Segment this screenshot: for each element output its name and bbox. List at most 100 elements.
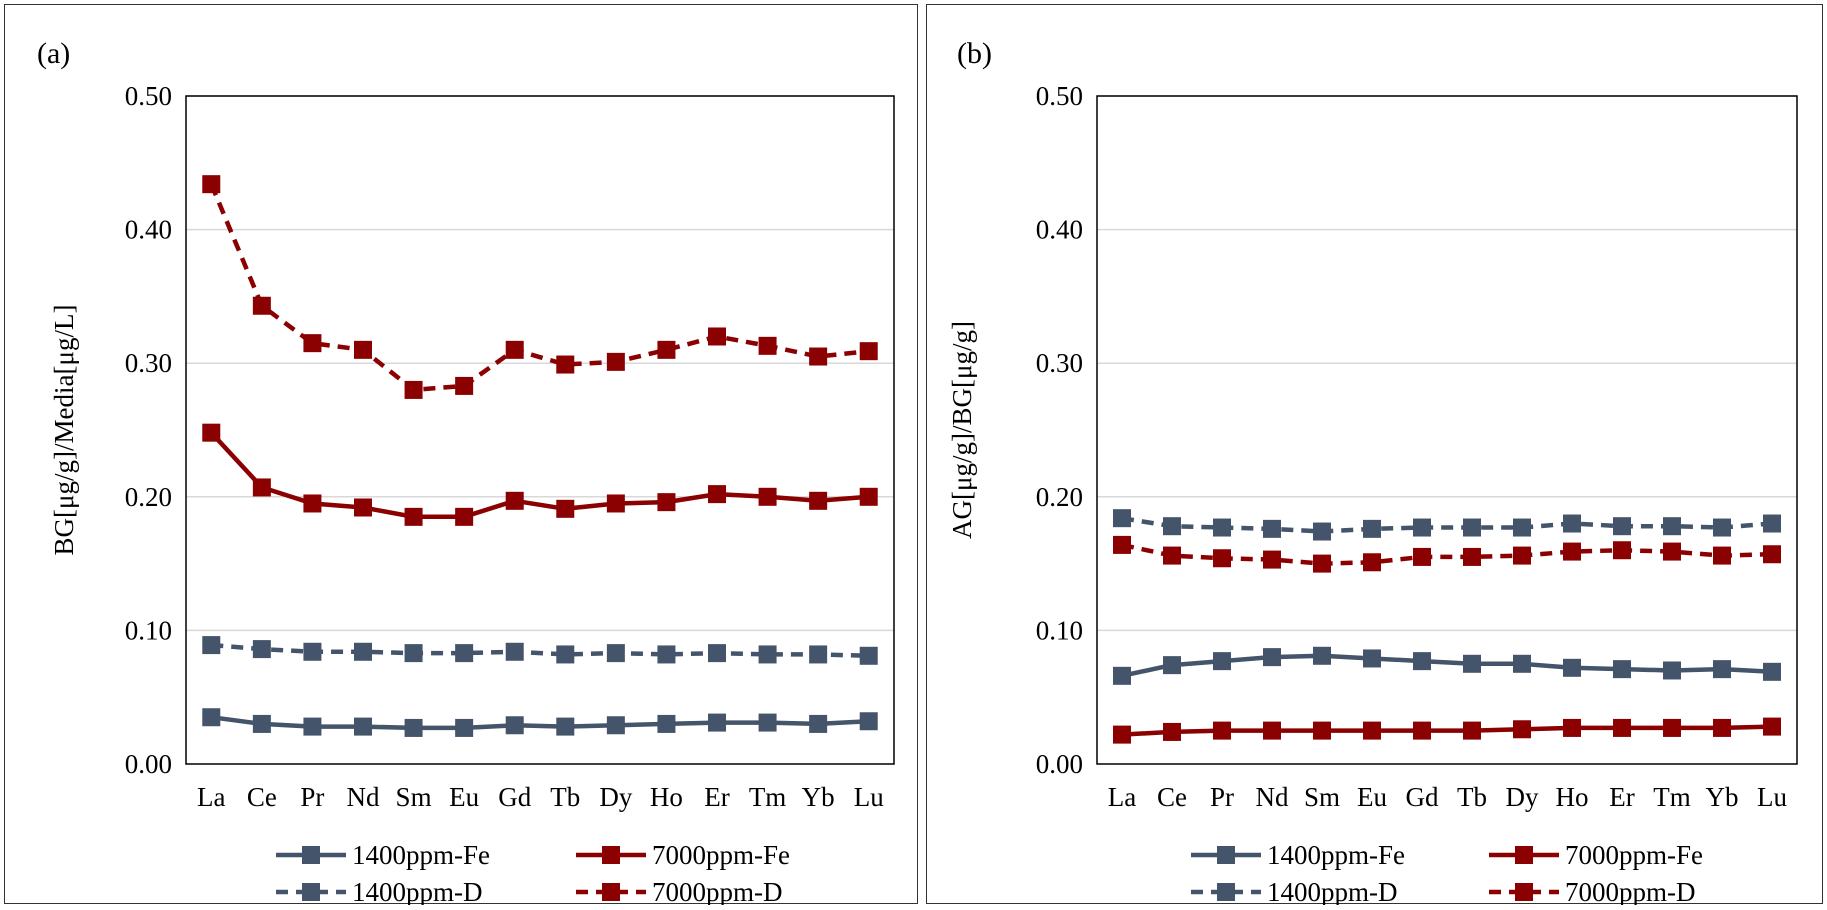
- y-axis-label: AG[μg/g]/BG[μg/g]: [947, 321, 977, 539]
- data-point-marker: [859, 646, 878, 665]
- data-point-marker: [1213, 518, 1231, 537]
- x-tick-label: Sm: [396, 782, 432, 812]
- data-point-marker: [1663, 517, 1681, 536]
- x-tick-label: Pr: [1210, 782, 1234, 812]
- data-point-marker: [708, 713, 726, 732]
- data-point-marker: [1113, 666, 1131, 685]
- data-point-marker: [809, 714, 828, 733]
- data-point-marker: [252, 478, 271, 497]
- data-point-marker: [455, 718, 474, 737]
- data-point-marker: [1763, 545, 1781, 564]
- data-point-marker: [1363, 553, 1381, 572]
- panel-label: (a): [37, 37, 70, 70]
- data-point-marker: [404, 644, 423, 663]
- data-point-marker: [354, 642, 372, 661]
- x-tick-label: Dy: [599, 782, 632, 812]
- data-point-marker: [556, 355, 575, 374]
- legend-label: 1400ppm-Fe: [1267, 840, 1405, 870]
- x-tick-label: Tb: [1457, 782, 1487, 812]
- data-point-marker: [1163, 517, 1181, 536]
- chart-panel-a: (a) 0.00 0.10 0.20 0.30 0.40 0.50 BG[μg/g]/Medi…: [4, 4, 918, 905]
- data-point-marker: [455, 644, 474, 663]
- x-tick-label: Tm: [749, 782, 787, 812]
- legend-label: 7000ppm-Fe: [1565, 840, 1703, 870]
- chart-panel-b: (b) 0.00 0.10 0.20 0.30 0.40 0.50 AG[μg/g]/BG[μ…: [926, 4, 1823, 905]
- data-point-marker: [1313, 721, 1331, 740]
- x-tick-label: Eu: [1357, 782, 1387, 812]
- data-point-marker: [657, 340, 676, 359]
- data-point-marker: [1613, 517, 1631, 536]
- data-point-marker: [252, 640, 271, 659]
- legend-swatch-marker: [1515, 846, 1533, 864]
- data-point-marker: [708, 327, 726, 346]
- y-tick-label: 0.30: [1036, 348, 1083, 378]
- data-point-marker: [1463, 654, 1481, 673]
- y-tick-label: 0.50: [1036, 81, 1083, 111]
- legend-label: 7000ppm-D: [652, 877, 783, 905]
- data-point-marker: [354, 717, 372, 736]
- data-point-marker: [809, 347, 828, 366]
- data-point-marker: [404, 507, 423, 526]
- data-point-marker: [1363, 519, 1381, 538]
- data-point-marker: [1613, 660, 1631, 679]
- data-point-marker: [505, 491, 524, 510]
- legend-label: 7000ppm-D: [1565, 877, 1696, 905]
- x-tick-label: Nd: [1256, 782, 1289, 812]
- data-point-marker: [1663, 718, 1681, 737]
- data-point-marker: [708, 644, 726, 663]
- data-point-marker: [1413, 721, 1431, 740]
- y-tick-label: 0.20: [1036, 482, 1083, 512]
- x-tick-label: Dy: [1506, 782, 1539, 812]
- data-point-marker: [809, 645, 828, 664]
- data-point-marker: [1113, 535, 1131, 554]
- y-tick-label: 0.40: [125, 215, 172, 245]
- data-point-marker: [1213, 721, 1231, 740]
- legend-label: 1400ppm-Fe: [352, 840, 490, 870]
- data-point-marker: [606, 494, 625, 513]
- data-point-marker: [303, 642, 322, 661]
- x-tick-label: Yb: [1706, 782, 1739, 812]
- y-tick-label: 0.10: [125, 615, 172, 645]
- legend-label: 1400ppm-D: [352, 877, 483, 905]
- data-point-marker: [657, 493, 676, 512]
- x-tick-label: Eu: [449, 782, 479, 812]
- data-point-marker: [1563, 718, 1581, 737]
- data-point-marker: [1113, 725, 1131, 744]
- data-point-marker: [354, 498, 372, 517]
- data-point-marker: [1163, 722, 1181, 741]
- data-point-marker: [202, 423, 221, 442]
- chart-b-svg: (b) 0.00 0.10 0.20 0.30 0.40 0.50 AG[μg/g]/BG[μ…: [947, 37, 1798, 905]
- y-tick-label: 0.50: [125, 81, 172, 111]
- y-tick-label: 0.00: [1036, 749, 1083, 779]
- data-point-marker: [252, 714, 271, 733]
- data-point-marker: [1663, 661, 1681, 680]
- data-point-marker: [606, 352, 625, 371]
- y-tick-label: 0.30: [125, 348, 172, 378]
- data-point-marker: [303, 494, 322, 513]
- data-point-marker: [1513, 654, 1531, 673]
- data-point-marker: [1413, 547, 1431, 566]
- x-tick-label: Yb: [802, 782, 835, 812]
- legend-swatch-marker: [1217, 846, 1235, 864]
- x-tick-label: Gd: [498, 782, 531, 812]
- data-point-marker: [1263, 721, 1281, 740]
- data-point-marker: [657, 645, 676, 664]
- data-point-marker: [1563, 542, 1581, 561]
- data-point-marker: [505, 340, 524, 359]
- x-tick-label: Tm: [1653, 782, 1691, 812]
- legend-swatch-marker: [302, 883, 320, 901]
- x-tick-label: Pr: [300, 782, 324, 812]
- x-tick-label: Ho: [1556, 782, 1589, 812]
- data-point-marker: [404, 718, 423, 737]
- data-point-marker: [1663, 542, 1681, 561]
- data-point-marker: [202, 708, 221, 727]
- data-point-marker: [859, 487, 878, 506]
- data-point-marker: [1363, 649, 1381, 668]
- data-point-marker: [1713, 660, 1731, 679]
- data-point-marker: [455, 507, 474, 526]
- x-tick-label: Nd: [347, 782, 380, 812]
- y-tick-label: 0.00: [125, 749, 172, 779]
- data-point-marker: [1163, 656, 1181, 675]
- data-point-marker: [1713, 518, 1731, 537]
- panel-label: (b): [957, 37, 992, 70]
